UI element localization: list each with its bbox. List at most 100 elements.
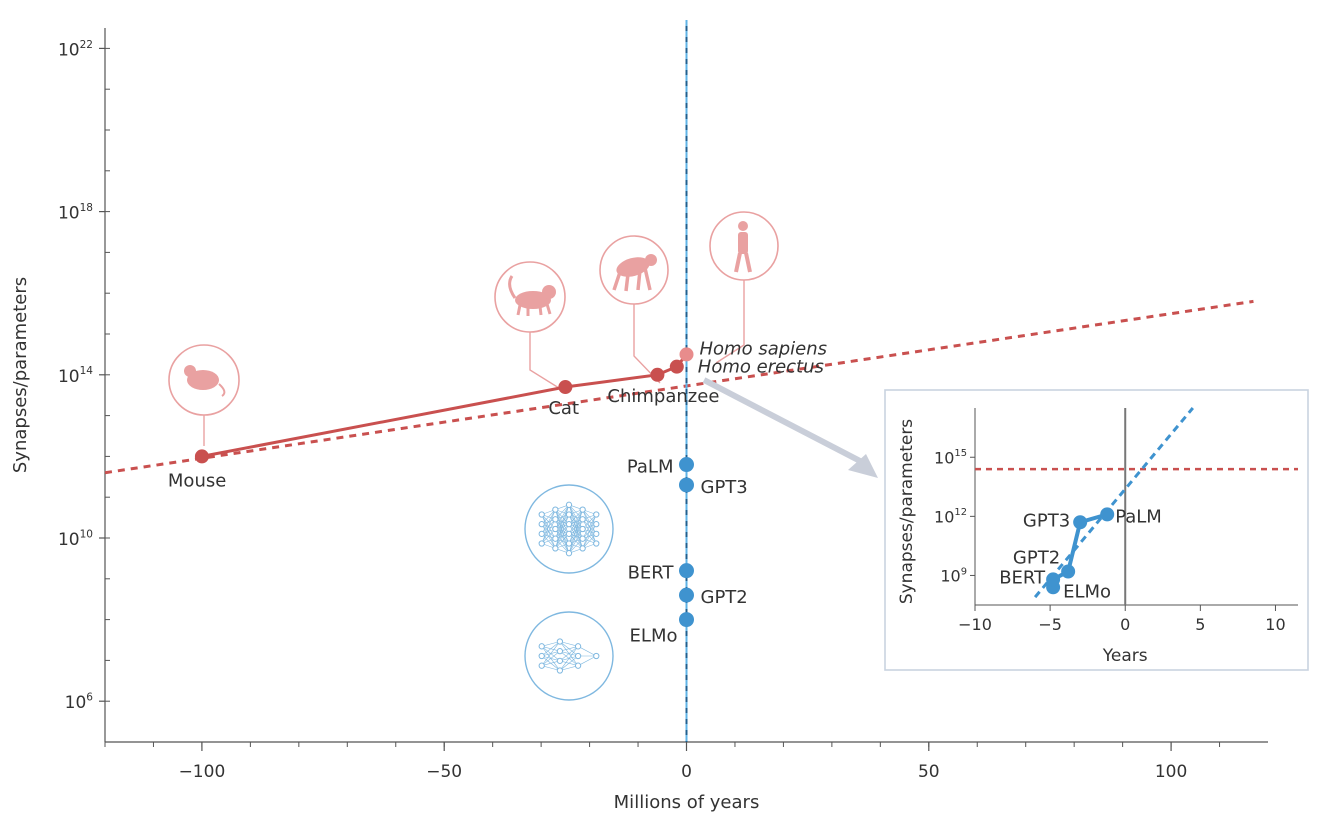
- nn-node: [579, 516, 586, 523]
- brain-point-cat: [558, 380, 573, 395]
- y-tick-label-exponent: 6: [86, 692, 93, 704]
- nn-edge: [568, 509, 583, 534]
- brain-trend-line: [104, 299, 1254, 475]
- nn-edge: [582, 514, 597, 549]
- chimp-limbs: [612, 267, 652, 292]
- nn-node: [538, 530, 545, 537]
- y-tick-label-exponent: 22: [80, 39, 93, 51]
- nn-node: [593, 521, 600, 528]
- nn-edge: [541, 641, 561, 657]
- nn-node: [593, 530, 600, 537]
- brain-label-mouse: Mouse: [168, 470, 226, 491]
- cat-stem: [529, 332, 568, 394]
- nn-node: [574, 643, 582, 650]
- chimpanzee-icon: [599, 235, 669, 384]
- nn-edge: [559, 646, 579, 671]
- y-tick-label-exponent: 14: [80, 365, 94, 377]
- nn-edge: [541, 509, 556, 525]
- nn-edge: [577, 655, 597, 666]
- y-axis-title: Synapses/parameters: [10, 277, 31, 473]
- nn-edge: [582, 514, 597, 530]
- nn-edge: [568, 519, 583, 554]
- chimp-head: [645, 254, 657, 266]
- cat-tail: [508, 275, 517, 299]
- inset-model-label-elmo: ELMo: [1063, 581, 1111, 602]
- brain-point-homo-erectus: [669, 359, 684, 374]
- nn-node: [538, 540, 545, 547]
- inset-model-trend-line: [1033, 407, 1194, 599]
- nn-node: [552, 525, 559, 533]
- y-tick-label-base: 10: [65, 693, 87, 713]
- cat-head: [542, 285, 556, 299]
- nn-node: [552, 516, 559, 523]
- nn-edge: [555, 524, 570, 549]
- nn-edge: [555, 514, 570, 549]
- brain-label-homo-erectus: Homo erectus: [698, 357, 824, 378]
- mouse-head: [184, 365, 196, 377]
- y-tick-label-base: 10: [58, 204, 80, 224]
- nn-edge: [568, 538, 583, 554]
- human-head: [738, 221, 748, 231]
- inset-model-label-palm: PaLM: [1115, 506, 1162, 527]
- inset-y-tick-label: 1012: [934, 507, 967, 526]
- model-label-gpt2: GPT2: [701, 587, 748, 608]
- y-tick-label: 1018: [58, 202, 93, 224]
- inset-x-tick-label: −10: [958, 615, 992, 634]
- inset-model-label-bert: BERT: [999, 567, 1046, 588]
- cat-body: [515, 291, 551, 309]
- nn-edge: [555, 504, 570, 520]
- nn-edge: [568, 509, 583, 554]
- inset-y-tick-label: 1015: [934, 448, 967, 467]
- inset-model-point-gpt2: [1061, 564, 1076, 579]
- model-label-gpt3: GPT3: [701, 477, 748, 498]
- nn-node: [593, 652, 600, 660]
- nn-node: [538, 521, 545, 528]
- nn-node: [579, 506, 586, 513]
- connector-arrow-head: [848, 454, 878, 478]
- nn-node: [579, 535, 586, 542]
- nn-node: [574, 652, 582, 660]
- y-tick-label: 1014: [58, 365, 93, 387]
- neural-network-small-icon: [524, 611, 614, 701]
- brain-point-homo-sapiens: [679, 347, 694, 362]
- model-label-bert: BERT: [628, 563, 675, 584]
- nn-node: [556, 648, 564, 655]
- nn-node: [565, 501, 573, 508]
- y-tick-label-exponent: 10: [80, 528, 93, 540]
- nn-edge: [555, 504, 570, 530]
- cat-legs: [516, 303, 552, 316]
- nn-node: [552, 535, 559, 542]
- model-point-gpt3: [679, 477, 694, 493]
- inset-model-point-gpt3: [1073, 515, 1088, 530]
- x-tick-label: 50: [918, 762, 940, 782]
- nn-edge: [559, 655, 579, 671]
- model-point-bert: [679, 563, 694, 579]
- y-tick-label: 106: [65, 692, 94, 714]
- y-tick-label: 1010: [58, 528, 93, 550]
- nn-edge: [555, 504, 570, 549]
- inset-y-tick-label-base: 10: [940, 566, 960, 585]
- nn-node: [574, 662, 582, 669]
- nn-node: [565, 540, 573, 547]
- nn-node: [565, 511, 573, 518]
- x-axis-title: Millions of years: [614, 792, 760, 813]
- nn-node: [565, 550, 573, 557]
- neural-network-large-circle: [524, 484, 614, 574]
- y-tick-label-base: 10: [58, 367, 80, 387]
- inset-model-label-gpt2: GPT2: [1013, 548, 1060, 569]
- inset-model-point-bert: [1046, 572, 1061, 587]
- nn-node: [593, 540, 600, 547]
- brain-point-mouse: [194, 449, 209, 464]
- inset-y-axis-title: Synapses/parameters: [897, 419, 917, 604]
- inset-y-tick-label-exponent: 15: [954, 448, 967, 459]
- mouse-body: [187, 370, 219, 390]
- nn-node: [538, 511, 545, 518]
- model-point-gpt2: [679, 587, 694, 603]
- inset-y-tick-label-exponent: 12: [954, 507, 967, 518]
- nn-edge: [555, 504, 570, 539]
- cat-icon: [494, 261, 568, 394]
- inset-y-tick-label: 109: [940, 566, 967, 585]
